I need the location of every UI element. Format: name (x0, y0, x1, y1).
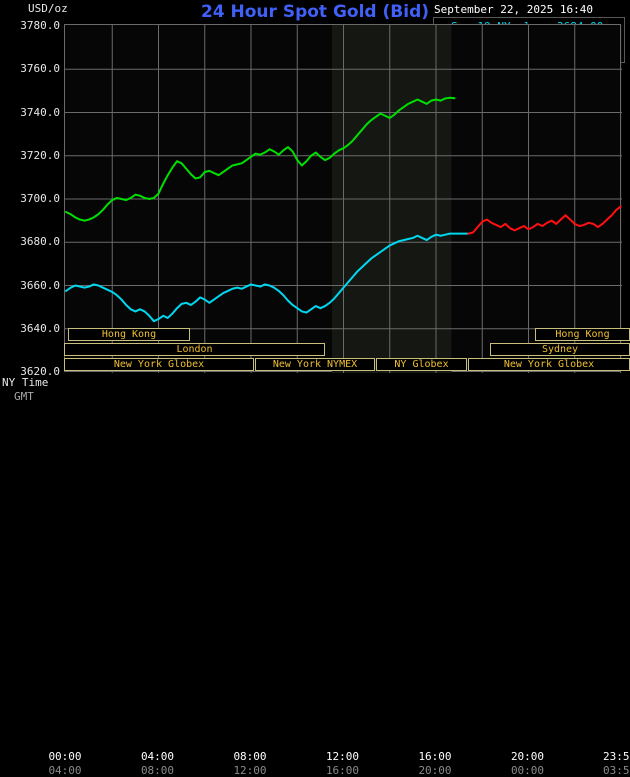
session-bar-sydney: Sydney (490, 343, 630, 356)
page-title: 24 Hour Spot Gold (Bid) (200, 2, 430, 22)
x-axis-ny-tick-label: 00:00 (48, 750, 82, 763)
x-axis-ny-tick-label: 04:00 (140, 750, 175, 763)
gmt-time-label: GMT (14, 390, 34, 403)
x-axis-gmt-tick-label: 00:00 (510, 764, 545, 777)
x-axis-ny-tick-label: 08:00 (233, 750, 267, 763)
y-axis-tick-label: 3660.0 (20, 278, 60, 292)
x-axis-gmt-tick-label: 08:00 (140, 764, 175, 777)
y-axis-unit-label: USD/oz (28, 2, 68, 15)
session-bar-new-york-globex: New York Globex (64, 358, 254, 371)
y-axis-tick-label: 3740.0 (20, 105, 60, 119)
grid-lines (65, 25, 622, 373)
series-sep-22-last (65, 96, 456, 222)
y-axis-tick-label: 3640.0 (20, 321, 60, 335)
y-axis-tick-label: 3680.0 (20, 235, 60, 249)
x-axis-gmt-tick-label: 16:00 (325, 764, 360, 777)
x-axis-ny-tick-label: 16:00 (418, 750, 452, 763)
x-axis: 00:00 04:00 04:00 08:00 08:00 12:00 12:00 16:00… (0, 374, 630, 777)
x-axis-ny-tick-label: 20:00 (510, 750, 545, 763)
y-axis-tick-label: 3700.0 (20, 192, 60, 205)
plot-area (64, 24, 622, 373)
legend-timestamp: September 22, 2025 16:40 (434, 3, 593, 16)
y-axis-tick-label: 3720.0 (20, 148, 60, 162)
y-axis: 3780.0 3760.0 3740.0 3720.0 3700.0 3680.0 3660… (0, 0, 60, 410)
session-bar-hong-kong: Hong Kong (535, 328, 630, 341)
session-bar-ny-globex: NY Globex (376, 358, 467, 371)
price-series-svg (65, 25, 622, 373)
series-sep-21-sunday (467, 205, 622, 235)
price-lines (65, 96, 622, 323)
x-axis-ny-tick-label: 23:59 (603, 750, 630, 763)
session-bar-new-york-globex: New York Globex (468, 358, 630, 371)
session-bar-london: London (64, 343, 325, 356)
x-axis-gmt-tick-label: 20:00 (418, 764, 452, 777)
x-axis-gmt-tick-label: 04:00 (48, 764, 82, 777)
y-axis-tick-label: 3760.0 (20, 62, 60, 76)
x-axis-ny-tick-label: 12:00 (325, 750, 360, 763)
y-axis-tick-label: 3780.0 (20, 19, 60, 32)
session-bar-new-york-nymex: New York NYMEX (255, 358, 375, 371)
session-bar-hong-kong: Hong Kong (68, 328, 190, 341)
y-axis-tick-label: 3620.0 (20, 365, 60, 378)
x-axis-gmt-tick-label: 12:00 (233, 764, 267, 777)
series-sep-19-ny-close (65, 232, 470, 323)
x-axis-gmt-tick-label: 03:59 (603, 764, 630, 777)
ny-time-label: NY Time (2, 376, 49, 389)
